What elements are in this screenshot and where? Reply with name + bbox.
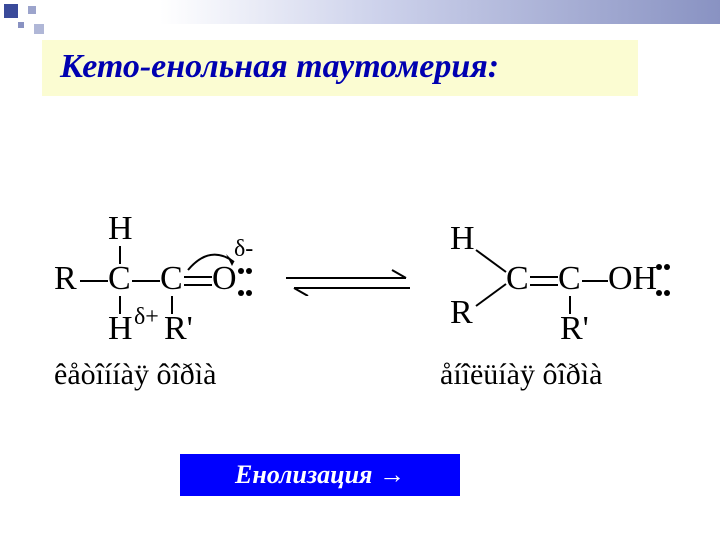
enolization-banner: Енолизация → [180,454,460,496]
keto-R: R [54,260,77,298]
keto-C1: C [108,260,131,298]
banner-text: Енолизация [235,460,372,489]
bond [132,280,160,282]
deco-square [28,6,36,14]
lone-pair [656,290,662,296]
keto-caption: êåòîííàÿ ôîðìà [54,358,216,392]
bond [119,296,121,314]
bond [530,284,558,286]
enol-caption: åíîëüíàÿ ôîðìà [440,358,602,392]
curved-arrow-icon [180,240,250,278]
lone-pair [656,264,662,270]
arrow-right-icon: → [379,460,405,489]
bond [530,276,558,278]
bond [80,280,108,282]
deco-square [34,24,44,34]
gradient-bar [160,0,720,24]
deco-square [4,4,18,18]
keto-H-bottom: H [108,310,133,348]
delta-plus: δ+ [134,304,159,331]
enol-C1: C [506,260,529,298]
lone-pair [664,264,670,270]
deco-square [18,22,24,28]
lone-pair [238,290,244,296]
keto-Rprime: R' [164,310,193,348]
enol-Rprime: R' [560,310,589,348]
keto-H-top: H [108,210,133,248]
tautomerism-diagram: R C H H δ+ C O δ- R' êåòîííàÿ ôîðìà H R [0,200,720,420]
lone-pair [246,290,252,296]
lone-pair [664,290,670,296]
enol-OH: OH [608,260,657,298]
enol-C2: C [558,260,581,298]
bond [582,280,608,282]
page-title: Кето-енольная таутомерия: [42,40,638,96]
bond [184,284,212,286]
equilibrium-arrow-icon [280,266,410,296]
bond [119,246,121,264]
top-decoration [0,0,720,34]
